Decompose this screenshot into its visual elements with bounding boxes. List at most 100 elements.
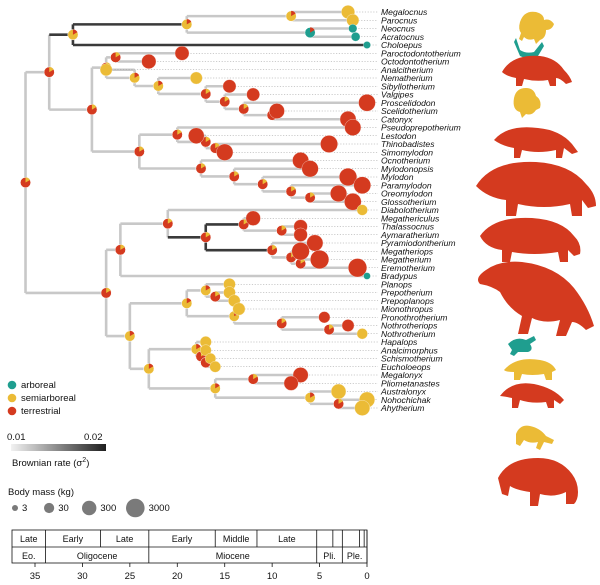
mass-legend-label: 300	[100, 503, 116, 514]
node-pie-slice	[25, 177, 31, 183]
timescale-subepoch-label: Early	[172, 534, 193, 544]
mass-legend-circle	[126, 498, 145, 518]
node-pie-slice	[281, 225, 287, 231]
taxon-label: Simomylodon	[381, 147, 433, 157]
taxon-label: Pliometanastes	[381, 378, 440, 388]
terrestrial-label: terrestrial	[21, 406, 61, 417]
silhouette-lestodon-icon	[476, 161, 596, 216]
taxon-label: Megalonyx	[381, 370, 423, 380]
node-pie-slice	[72, 29, 78, 35]
taxon-label: Lestodon	[381, 131, 417, 141]
taxon-label: Schismotherium	[381, 354, 443, 364]
tip-mass-circle	[283, 375, 299, 391]
tip-mass-circle	[330, 383, 347, 400]
mass-legend-label: 3000	[149, 503, 170, 514]
taxon-label: Acratocnus	[380, 32, 425, 42]
node-pie-slice	[196, 344, 201, 350]
tip-mass-circle	[216, 143, 234, 161]
tip-mass-circle	[329, 184, 348, 203]
time-axis-tick-label: 30	[77, 571, 88, 582]
node-pie-slice	[215, 291, 220, 297]
arboreal-label: arboreal	[21, 380, 56, 391]
tip-mass-circle	[354, 400, 371, 416]
tip-mass-circle	[363, 272, 371, 280]
taxon-label: Ahytherium	[380, 403, 424, 413]
time-axis-tick-label: 10	[267, 571, 278, 582]
tip-mass-circle	[188, 127, 205, 144]
taxon-label: Eremotherium	[381, 263, 435, 273]
timescale-subepoch-label: Late	[20, 534, 38, 544]
taxon-label: Prepoplanops	[381, 296, 435, 306]
timescale-epoch-label: Miocene	[216, 551, 250, 561]
node-pie-slice	[215, 383, 220, 389]
semiarboreal-swatch	[7, 393, 17, 403]
silhouette-scelidothere-icon	[502, 55, 572, 86]
node-pie-slice	[291, 10, 296, 17]
mass-legend-label: 30	[58, 503, 69, 514]
mass-legend-circle	[44, 502, 55, 514]
node-pie-slice	[205, 88, 211, 94]
silhouette-hapalops-icon	[516, 425, 554, 450]
timescale-epoch-label: Oligocene	[77, 551, 118, 561]
taxon-label: Diabolotherium	[381, 205, 439, 215]
tip-mass-circle	[268, 103, 285, 119]
tip-mass-circle	[141, 53, 157, 70]
tip-mass-circle	[245, 210, 261, 226]
tip-mass-circle	[358, 94, 376, 112]
rate-max-label: 0.02	[84, 432, 103, 443]
tip-mass-circle	[344, 193, 362, 211]
node-pie-slice	[120, 244, 125, 250]
tip-leader-lines	[106, 11, 378, 409]
tip-mass-circle	[350, 32, 361, 42]
geologic-timescale: Late Early Late Early Middle Late Eo. Oligocene…	[11, 529, 370, 582]
node-pie-slice	[129, 330, 135, 337]
timescale-epoch-label: Pli.	[323, 551, 336, 561]
tip-mass-circle	[306, 234, 324, 252]
taxon-label: Paroctodontotherium	[381, 48, 461, 58]
time-axis-tick-label: 25	[125, 571, 136, 582]
node-pie-slice	[338, 398, 344, 404]
taxon-label: Planops	[381, 279, 413, 289]
node-pie-slice	[224, 96, 230, 102]
mass-legend-circle	[82, 500, 97, 516]
tip-mass-circle	[356, 328, 368, 340]
taxon-label: Catonyx	[381, 114, 413, 124]
tip-mass-circle	[353, 176, 372, 195]
rate-min-label: 0.01	[7, 432, 26, 443]
taxon-label: Australonyx	[380, 387, 427, 397]
node-pie-slice	[205, 232, 211, 238]
terrestrial-swatch	[7, 406, 17, 416]
time-axis-tick-label: 15	[219, 571, 230, 582]
tip-mass-circle	[363, 41, 371, 49]
tip-mass-circle	[246, 87, 260, 102]
taxon-label: Pronothrotherium	[381, 312, 447, 322]
state-legend: arboreal semiarboreal terrestrial	[7, 380, 76, 417]
tip-body-mass-circles	[99, 5, 376, 416]
silhouette-nematherium-icon	[513, 88, 541, 118]
taxon-label: Sibyllotherium	[381, 81, 435, 91]
time-axis-tick-label: 20	[172, 571, 183, 582]
node-pie-slice	[205, 136, 211, 142]
taxon-label: Nematherium	[381, 73, 433, 83]
taxon-label: Hapalops	[381, 337, 418, 347]
time-axis-tick-label: 0	[364, 571, 369, 582]
taxon-label: Thinobadistes	[381, 139, 435, 149]
node-pie-slice	[215, 142, 220, 149]
timescale-subepoch-label: Late	[116, 534, 134, 544]
sloth-silhouettes	[476, 11, 596, 506]
taxon-label: Prepotherium	[381, 288, 433, 298]
node-pie-slice	[139, 146, 144, 152]
node-pie-slice	[106, 287, 111, 293]
tip-mass-circle	[209, 360, 222, 373]
taxon-label: Thalassocnus	[381, 222, 435, 232]
tip-mass-circle	[320, 135, 338, 153]
taxon-label: Ocnotherium	[381, 156, 430, 166]
silhouette-megalonyx-icon	[498, 458, 578, 506]
timescale-subepoch-label: Late	[278, 534, 296, 544]
taxon-label: Nothrotherium	[381, 329, 435, 339]
timescale-epoch-label: Ple.	[347, 551, 363, 561]
node-pie-slice	[177, 129, 182, 135]
taxon-label: Neocnus	[381, 24, 416, 34]
tip-mass-circle	[174, 45, 190, 61]
